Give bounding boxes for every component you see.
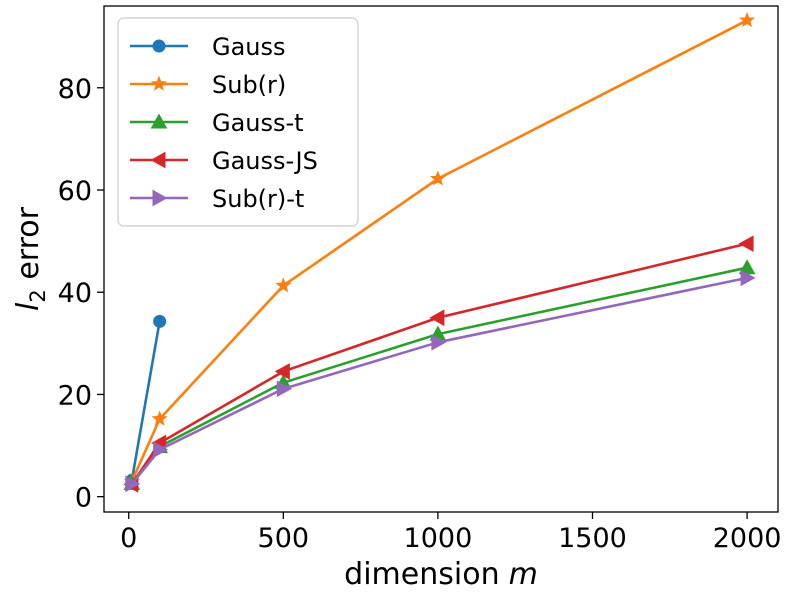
series-line-sub-r-t	[130, 276, 748, 485]
series-gauss	[125, 314, 167, 487]
data-point-gauss-js	[429, 309, 445, 327]
series-layer	[123, 11, 756, 493]
legend-marker	[150, 151, 166, 169]
y-axis-label-text: error	[11, 206, 46, 289]
series-line-gauss-js	[130, 242, 748, 486]
y-axis-label-symbol: l	[11, 302, 46, 311]
y-tick-label: 80	[58, 74, 92, 105]
legend: Gauss Sub(r) Gauss-t Gauss-JS Sub(r)-t	[117, 17, 359, 227]
y-tick-label: 20	[58, 380, 92, 411]
data-point-sub-r	[275, 277, 292, 293]
legend-marker	[151, 75, 167, 91]
y-axis-label: l2 error	[11, 206, 50, 311]
y-tick-label: 60	[58, 176, 92, 207]
x-tick-label: 1500	[558, 523, 627, 554]
data-point-sub-r-t	[431, 333, 447, 351]
legend-label: Sub(r)-t	[212, 185, 304, 213]
y-axis: 0 20 40 60 80	[58, 74, 104, 514]
data-point-sub-r-t	[740, 269, 756, 287]
legend-box	[117, 17, 359, 227]
x-tick-label: 2000	[713, 523, 782, 554]
x-axis-label-text: dimension	[344, 557, 499, 592]
legend-entry: Gauss-JS	[130, 147, 318, 175]
legend-label: Gauss-t	[212, 109, 304, 137]
data-point-sub-r	[151, 410, 168, 426]
legend-label: Gauss-JS	[212, 147, 318, 175]
data-point-gauss	[153, 314, 167, 328]
legend-marker	[152, 189, 168, 207]
y-axis-label-subscript: 2	[26, 289, 50, 302]
data-point-sub-r-t	[125, 475, 141, 493]
x-tick-label: 1000	[404, 523, 473, 554]
legend-entry: Gauss	[130, 33, 286, 61]
legend-label: Gauss	[212, 33, 286, 61]
series-sub-r	[123, 11, 756, 489]
plot-frame	[103, 5, 779, 513]
series-line-gauss	[130, 321, 161, 481]
x-axis-label-variable: m	[509, 557, 538, 592]
data-point-gauss-js	[738, 235, 754, 253]
legend-entry: Sub(r)-t	[130, 185, 304, 213]
series-line-gauss-t	[130, 266, 748, 485]
legend-entry: Sub(r)	[130, 71, 286, 99]
series-gauss-js	[123, 235, 754, 493]
data-point-sub-r	[739, 11, 756, 28]
series-gauss-t	[123, 259, 756, 490]
x-axis-label: dimension m	[344, 557, 538, 592]
y-tick-label: 0	[75, 483, 92, 514]
legend-marker	[150, 113, 168, 129]
x-tick-label: 0	[120, 523, 137, 554]
x-axis: 0 500 1000 1500 2000	[120, 512, 781, 554]
series-sub-r-t	[125, 269, 756, 493]
data-point-gauss-js	[274, 363, 290, 380]
legend-marker	[152, 39, 166, 53]
y-tick-label: 40	[58, 278, 92, 309]
data-point-sub-r-t	[153, 441, 169, 458]
x-tick-label: 500	[258, 523, 310, 554]
data-point-sub-r-t	[276, 380, 292, 398]
legend-entry: Gauss-t	[130, 109, 304, 137]
legend-label: Sub(r)	[212, 71, 286, 99]
data-point-sub-r	[429, 170, 446, 186]
